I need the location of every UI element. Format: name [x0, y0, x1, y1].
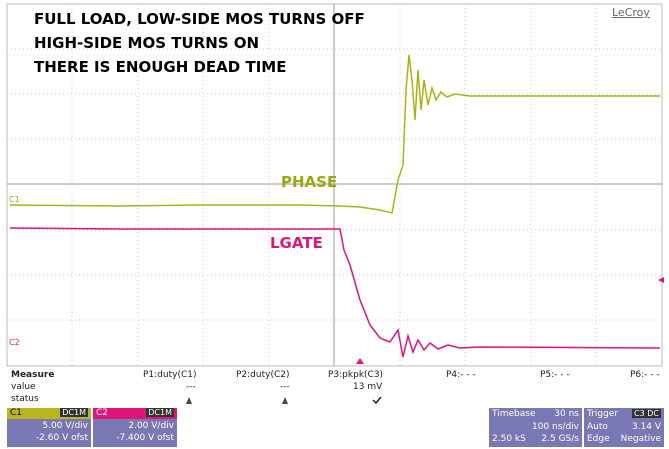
measure-header: P6:- - -	[630, 370, 660, 380]
grid	[7, 4, 662, 366]
trigger-label: Trigger	[587, 409, 619, 419]
brand: LeCroy	[612, 6, 650, 19]
trigger-mode: Auto	[587, 422, 608, 432]
measure-value: 13 mV	[353, 382, 383, 392]
lgate-label: LGATE	[270, 234, 323, 252]
trigger-level-marker	[658, 277, 664, 283]
trigger-type: Edge	[587, 434, 610, 444]
plot	[6, 3, 664, 367]
channel-name: C1	[10, 408, 23, 418]
timebase-delay: 30 ns	[554, 409, 579, 419]
lgate-trace	[9, 227, 661, 358]
channel-coupling: DC1M	[60, 408, 88, 417]
measure-header: P3:pkpk(C3)	[328, 370, 384, 380]
channel-marker: C2	[9, 338, 20, 347]
center-axes	[7, 4, 662, 366]
channel-marker: C1	[9, 195, 20, 204]
measure-value: ---	[280, 382, 290, 392]
channel-scale: 2.00 V/div	[128, 421, 174, 431]
measure-header: P1:duty(C1)	[143, 370, 197, 380]
channel-offset: -7.400 V ofst	[116, 433, 174, 443]
phase-trace	[9, 54, 660, 214]
trigger-box: Trigger C3 DC Auto 3.14 V Edge Negative	[584, 408, 664, 447]
trigger-slope: Negative	[620, 434, 661, 444]
trigger-marker	[356, 358, 364, 364]
channel-name: C2	[96, 408, 109, 418]
measure-header: P4:- - -	[446, 370, 476, 380]
channel-box: C1 DC1M 5.00 V/div -2.60 V ofst	[7, 408, 91, 447]
timebase-box: Timebase 30 ns 100 ns/div 2.50 kS 2.5 GS…	[489, 408, 582, 447]
title-line: HIGH-SIDE MOS TURNS ON	[34, 34, 260, 52]
measure-row-label: status	[11, 394, 39, 404]
measure-value: ---	[186, 382, 196, 392]
title-line: THERE IS ENOUGH DEAD TIME	[34, 58, 287, 76]
measure-header: Measure	[11, 370, 55, 380]
trigger-source: C3 DC	[632, 409, 661, 418]
phase-label: PHASE	[281, 173, 338, 191]
timebase-samples: 2.50 kS	[492, 434, 526, 444]
measure-header: P5:- - -	[540, 370, 570, 380]
channel-scale: 5.00 V/div	[42, 421, 88, 431]
timebase-scale: 100 ns/div	[531, 422, 579, 432]
trigger-level: 3.14 V	[631, 422, 661, 432]
measure-row-label: value	[11, 382, 36, 392]
title-line: FULL LOAD, LOW-SIDE MOS TURNS OFF	[34, 10, 365, 28]
measure-header: P2:duty(C2)	[236, 370, 290, 380]
timebase-rate: 2.5 GS/s	[541, 434, 579, 444]
channel-coupling: DC1M	[146, 408, 174, 417]
timebase-label: Timebase	[492, 409, 536, 419]
channel-offset: -2.60 V ofst	[35, 433, 88, 443]
channel-box: C2 DC1M 2.00 V/div -7.400 V ofst	[93, 408, 177, 447]
status-icons	[186, 396, 382, 405]
